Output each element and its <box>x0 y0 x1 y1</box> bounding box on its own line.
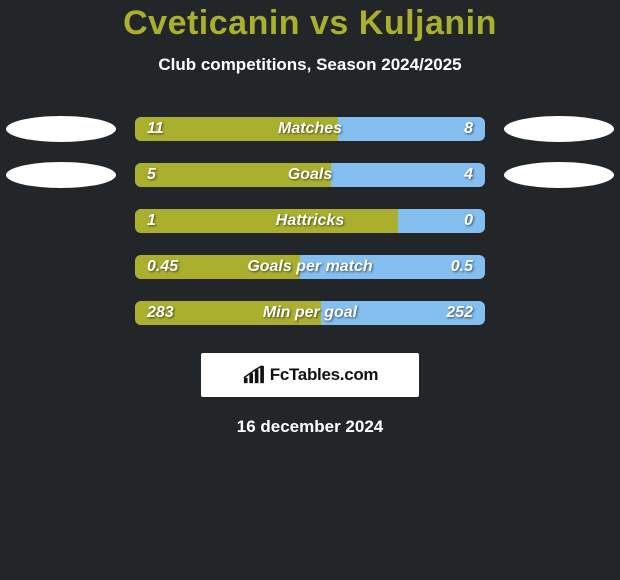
bar-chart-icon <box>242 365 264 385</box>
stat-row: 283 Min per goal 252 <box>0 301 620 325</box>
stat-row: 1 Hattricks 0 <box>0 209 620 233</box>
stat-label: Min per goal <box>263 304 357 322</box>
comparison-rows: 11 Matches 8 5 Goals 4 1 Hattricks 0 0.45 Goals pe… <box>0 117 620 325</box>
stat-row: 0.45 Goals per match 0.5 <box>0 255 620 279</box>
stat-label: Goals per match <box>247 258 372 276</box>
stat-bar: 0.45 Goals per match 0.5 <box>135 255 485 279</box>
stat-value-left: 11 <box>147 120 164 138</box>
date-line: 16 december 2024 <box>0 417 620 437</box>
stat-bar-left <box>135 209 398 233</box>
stat-label: Goals <box>288 166 332 184</box>
stat-row: 11 Matches 8 <box>0 117 620 141</box>
stat-value-right: 8 <box>464 120 473 138</box>
player-ellipse-right <box>504 162 614 188</box>
stat-bar: 11 Matches 8 <box>135 117 485 141</box>
subtitle: Club competitions, Season 2024/2025 <box>0 55 620 75</box>
stat-value-right: 0 <box>464 212 473 230</box>
stat-value-left: 1 <box>147 212 156 230</box>
player-ellipse-right <box>504 116 614 142</box>
stat-row: 5 Goals 4 <box>0 163 620 187</box>
stat-value-left: 5 <box>147 166 156 184</box>
brand-text: FcTables.com <box>270 365 379 385</box>
player-ellipse-left <box>6 116 116 142</box>
stat-label: Matches <box>278 120 342 138</box>
stat-value-left: 283 <box>147 304 174 322</box>
stat-value-right: 4 <box>464 166 473 184</box>
player-ellipse-left <box>6 162 116 188</box>
stat-value-right: 252 <box>446 304 473 322</box>
stat-bar: 1 Hattricks 0 <box>135 209 485 233</box>
stat-bar: 5 Goals 4 <box>135 163 485 187</box>
stat-bar: 283 Min per goal 252 <box>135 301 485 325</box>
stat-label: Hattricks <box>276 212 344 230</box>
brand-box: FcTables.com <box>201 353 419 397</box>
stat-value-left: 0.45 <box>147 258 178 276</box>
stat-value-right: 0.5 <box>451 258 473 276</box>
page-title: Cveticanin vs Kuljanin <box>0 4 620 43</box>
